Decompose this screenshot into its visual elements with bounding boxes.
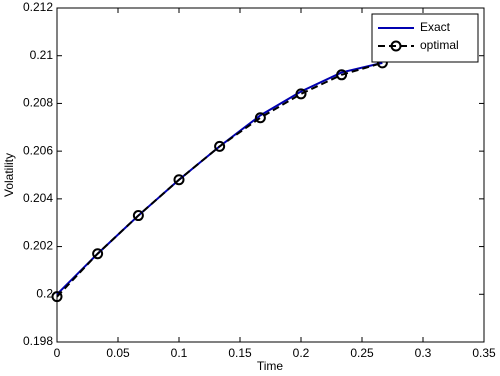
- y-tick-label: 0.206: [23, 143, 53, 157]
- y-tick-label: 0.212: [23, 0, 53, 14]
- legend-box: [371, 13, 479, 63]
- marker: [295, 88, 307, 100]
- x-tick-label: 0.3: [415, 346, 432, 360]
- x-tick-label: 0.05: [106, 346, 130, 360]
- marker: [92, 248, 104, 260]
- x-tick-label: 0.1: [171, 346, 188, 360]
- x-axis-label: Time: [257, 359, 284, 373]
- x-tick-label: 0.15: [228, 346, 252, 360]
- legend-label: Exact: [420, 20, 451, 34]
- y-tick-label: 0.204: [23, 191, 53, 205]
- marker: [173, 174, 185, 186]
- y-tick-label: 0.198: [23, 334, 53, 348]
- x-tick-label: 0.2: [293, 346, 310, 360]
- marker: [254, 112, 266, 124]
- x-tick-label: 0.35: [472, 346, 496, 360]
- marker: [214, 140, 226, 152]
- y-tick-label: 0.208: [23, 96, 53, 110]
- x-tick-label: 0.25: [350, 346, 374, 360]
- series-line: [56, 61, 383, 298]
- legend-marker: [390, 40, 402, 52]
- marker: [336, 69, 348, 81]
- marker: [132, 210, 144, 222]
- plot-area: [56, 7, 485, 343]
- y-axis-label: Volatility: [2, 153, 16, 197]
- legend-label: optimal: [420, 38, 459, 52]
- y-tick-label: 0.202: [23, 239, 53, 253]
- x-tick-label: 0: [54, 346, 61, 360]
- marker: [51, 291, 63, 303]
- y-tick-label: 0.2: [36, 286, 53, 300]
- y-tick-label: 0.21: [30, 48, 54, 62]
